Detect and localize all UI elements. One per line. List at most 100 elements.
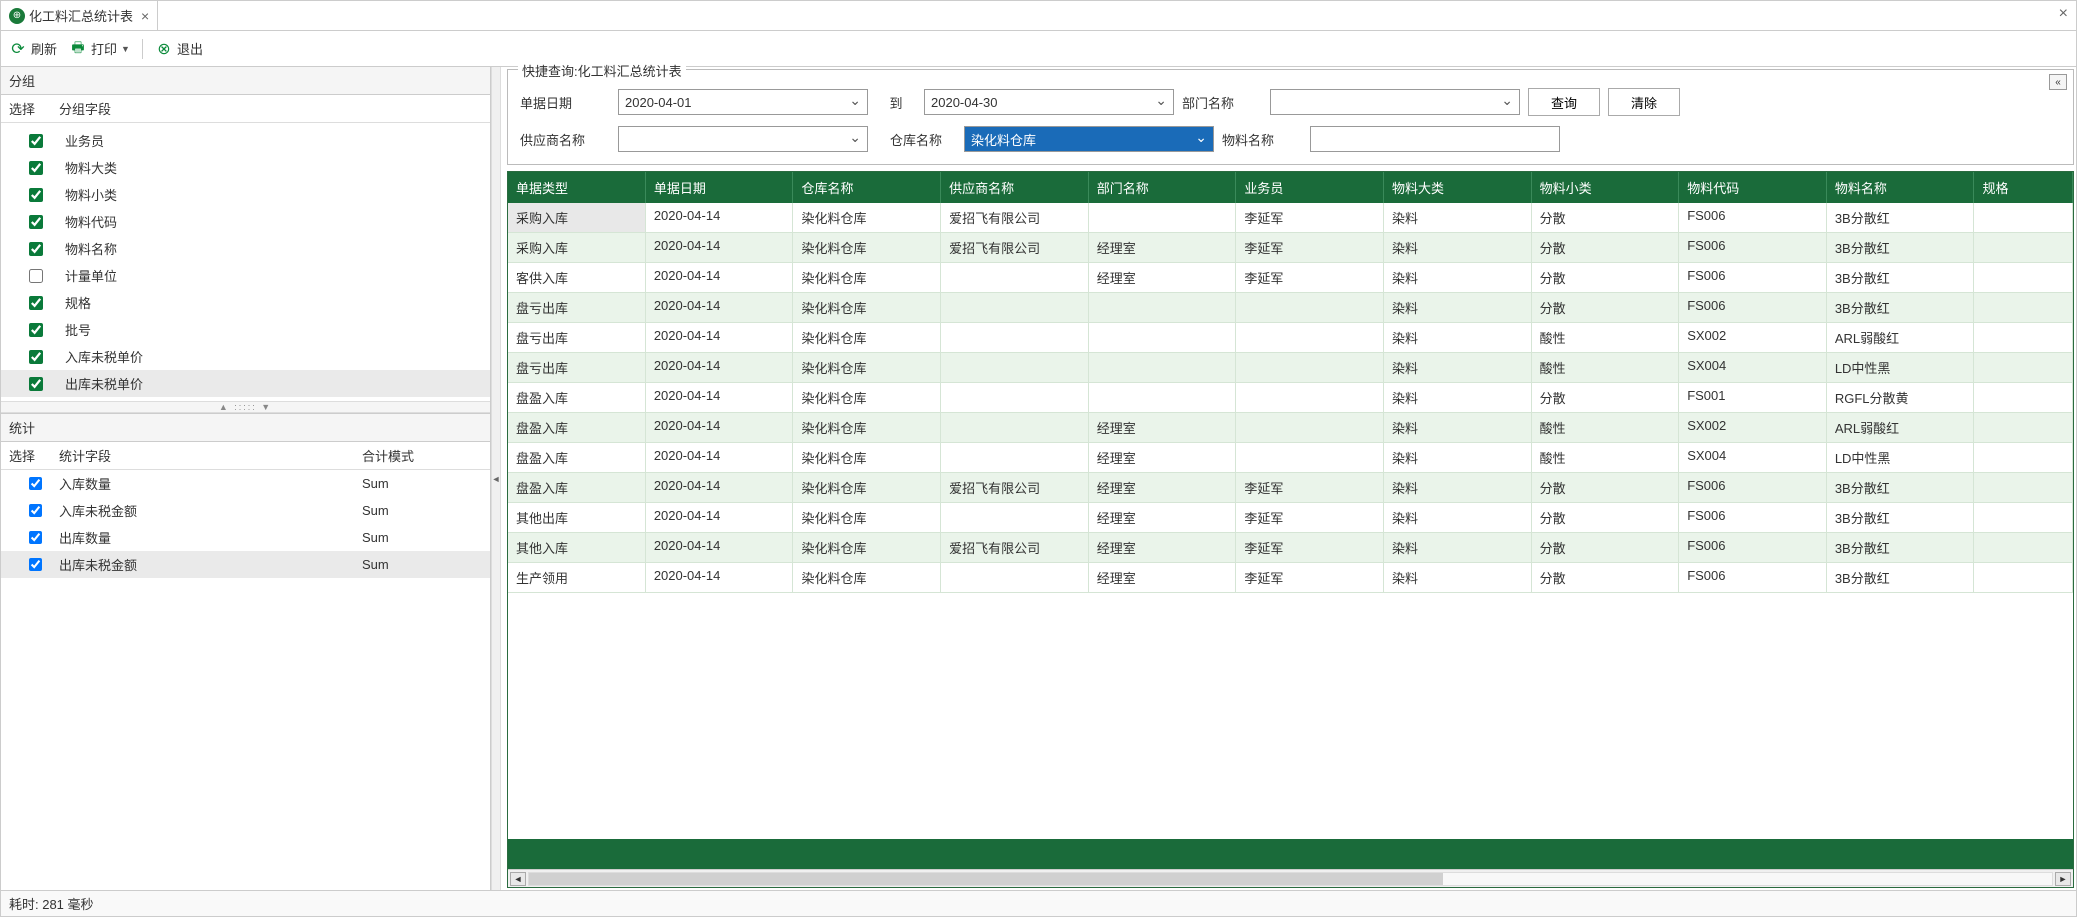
scroll-thumb[interactable]	[529, 873, 1443, 885]
table-cell	[1236, 353, 1384, 382]
date-label: 单据日期	[520, 93, 610, 112]
group-checkbox[interactable]	[29, 188, 43, 202]
table-row[interactable]: 盘盈入库2020-04-14染化料仓库爱招飞有限公司经理室李延军染料分散FS00…	[508, 473, 2073, 503]
refresh-button[interactable]: ⟳ 刷新	[9, 39, 57, 58]
table-cell: 经理室	[1089, 503, 1237, 532]
stats-item-mode: Sum	[362, 476, 482, 491]
group-checkbox[interactable]	[29, 377, 43, 391]
table-cell: 经理室	[1089, 233, 1237, 262]
table-row[interactable]: 采购入库2020-04-14染化料仓库爱招飞有限公司李延军染料分散FS0063B…	[508, 203, 2073, 233]
stats-item[interactable]: 出库未税金额Sum	[1, 551, 490, 578]
column-header[interactable]: 物料名称	[1827, 172, 1975, 203]
stats-checkbox[interactable]	[29, 531, 42, 544]
main-row: 分组 选择 分组字段 业务员物料大类物料小类物料代码物料名称计量单位规格批号入库…	[1, 67, 2076, 890]
column-header[interactable]: 物料小类	[1532, 172, 1680, 203]
group-item[interactable]: 物料大类	[1, 154, 490, 181]
group-header-select: 选择	[9, 99, 59, 118]
grid-body[interactable]: 采购入库2020-04-14染化料仓库爱招飞有限公司李延军染料分散FS0063B…	[508, 203, 2073, 839]
stats-item-mode: Sum	[362, 530, 482, 545]
column-header[interactable]: 单据日期	[646, 172, 794, 203]
scroll-left-icon[interactable]: ◄	[510, 872, 526, 886]
horizontal-scrollbar[interactable]: ◄ ►	[508, 869, 2073, 887]
table-row[interactable]: 盘盈入库2020-04-14染化料仓库染料分散FS001RGFL分散黄	[508, 383, 2073, 413]
material-input[interactable]	[1310, 126, 1560, 152]
table-cell: 采购入库	[508, 203, 646, 232]
exit-button[interactable]: ⊗ 退出	[155, 39, 203, 58]
column-header[interactable]: 规格	[1974, 172, 2073, 203]
table-row[interactable]: 采购入库2020-04-14染化料仓库爱招飞有限公司经理室李延军染料分散FS00…	[508, 233, 2073, 263]
group-checkbox[interactable]	[29, 161, 43, 175]
column-header[interactable]: 物料代码	[1679, 172, 1827, 203]
stats-checkbox[interactable]	[29, 504, 42, 517]
table-cell: 染料	[1384, 353, 1532, 382]
table-row[interactable]: 盘亏出库2020-04-14染化料仓库染料分散FS0063B分散红	[508, 293, 2073, 323]
dept-select[interactable]	[1270, 89, 1520, 115]
clear-button[interactable]: 清除	[1608, 88, 1680, 116]
column-header[interactable]: 仓库名称	[793, 172, 941, 203]
group-checkbox[interactable]	[29, 242, 43, 256]
tab-active[interactable]: ⊕ 化工料汇总统计表 ×	[1, 1, 158, 30]
group-checkbox[interactable]	[29, 350, 43, 364]
table-row[interactable]: 盘亏出库2020-04-14染化料仓库染料酸性SX002ARL弱酸红	[508, 323, 2073, 353]
group-item[interactable]: 物料代码	[1, 208, 490, 235]
column-header[interactable]: 单据类型	[508, 172, 646, 203]
group-item[interactable]: 业务员	[1, 127, 490, 154]
splitter-handle[interactable]: ▲ ::::: ▼	[1, 401, 490, 413]
tab-close-icon[interactable]: ×	[141, 8, 149, 24]
status-text: 耗时: 281 毫秒	[9, 894, 94, 913]
table-cell: 分散	[1532, 383, 1680, 412]
stats-item[interactable]: 入库未税金额Sum	[1, 497, 490, 524]
table-cell	[941, 323, 1089, 352]
stats-item[interactable]: 出库数量Sum	[1, 524, 490, 551]
table-row[interactable]: 其他出库2020-04-14染化料仓库经理室李延军染料分散FS0063B分散红	[508, 503, 2073, 533]
stats-checkbox[interactable]	[29, 558, 42, 571]
table-row[interactable]: 生产领用2020-04-14染化料仓库经理室李延军染料分散FS0063B分散红	[508, 563, 2073, 593]
window-close-icon[interactable]: ×	[2059, 5, 2068, 23]
stats-item[interactable]: 入库数量Sum	[1, 470, 490, 497]
group-checkbox[interactable]	[29, 323, 43, 337]
table-row[interactable]: 盘亏出库2020-04-14染化料仓库染料酸性SX004LD中性黑	[508, 353, 2073, 383]
group-item[interactable]: 规格	[1, 289, 490, 316]
date-from-select[interactable]: 2020-04-01	[618, 89, 868, 115]
table-row[interactable]: 盘盈入库2020-04-14染化料仓库经理室染料酸性SX004LD中性黑	[508, 443, 2073, 473]
group-item[interactable]: 出库未税单价	[1, 370, 490, 397]
group-checkbox[interactable]	[29, 134, 43, 148]
supplier-select[interactable]	[618, 126, 868, 152]
group-item[interactable]: 物料名称	[1, 235, 490, 262]
scroll-track[interactable]	[528, 872, 2053, 886]
table-cell	[1974, 443, 2073, 472]
table-row[interactable]: 盘盈入库2020-04-14染化料仓库经理室染料酸性SX002ARL弱酸红	[508, 413, 2073, 443]
table-row[interactable]: 其他入库2020-04-14染化料仓库爱招飞有限公司经理室李延军染料分散FS00…	[508, 533, 2073, 563]
group-item[interactable]: 计量单位	[1, 262, 490, 289]
group-item[interactable]: 入库未税单价	[1, 343, 490, 370]
table-cell: 2020-04-14	[646, 383, 794, 412]
table-cell	[1236, 383, 1384, 412]
table-cell: 2020-04-14	[646, 293, 794, 322]
group-checkbox[interactable]	[29, 269, 43, 283]
stats-checkbox[interactable]	[29, 477, 42, 490]
sidebar-collapse-handle[interactable]: ◄	[491, 67, 501, 890]
date-to-select[interactable]: 2020-04-30	[924, 89, 1174, 115]
toolbar: ⟳ 刷新 🖶 打印 ▼ ⊗ 退出	[1, 31, 2076, 67]
print-button[interactable]: 🖶 打印 ▼	[69, 39, 130, 58]
column-header[interactable]: 供应商名称	[941, 172, 1089, 203]
table-cell: 染化料仓库	[793, 293, 941, 322]
table-cell	[941, 503, 1089, 532]
warehouse-select[interactable]: 染化料仓库	[964, 126, 1214, 152]
table-cell	[1974, 563, 2073, 592]
table-cell: 染料	[1384, 383, 1532, 412]
column-header[interactable]: 部门名称	[1089, 172, 1237, 203]
table-row[interactable]: 客供入库2020-04-14染化料仓库经理室李延军染料分散FS0063B分散红	[508, 263, 2073, 293]
query-collapse-button[interactable]: «	[2049, 74, 2067, 90]
stats-item-mode: Sum	[362, 557, 482, 572]
column-header[interactable]: 业务员	[1236, 172, 1384, 203]
group-item[interactable]: 物料小类	[1, 181, 490, 208]
table-cell: 分散	[1532, 233, 1680, 262]
scroll-right-icon[interactable]: ►	[2055, 872, 2071, 886]
search-button[interactable]: 查询	[1528, 88, 1600, 116]
column-header[interactable]: 物料大类	[1384, 172, 1532, 203]
table-cell: 经理室	[1089, 443, 1237, 472]
group-checkbox[interactable]	[29, 215, 43, 229]
group-item[interactable]: 批号	[1, 316, 490, 343]
group-checkbox[interactable]	[29, 296, 43, 310]
